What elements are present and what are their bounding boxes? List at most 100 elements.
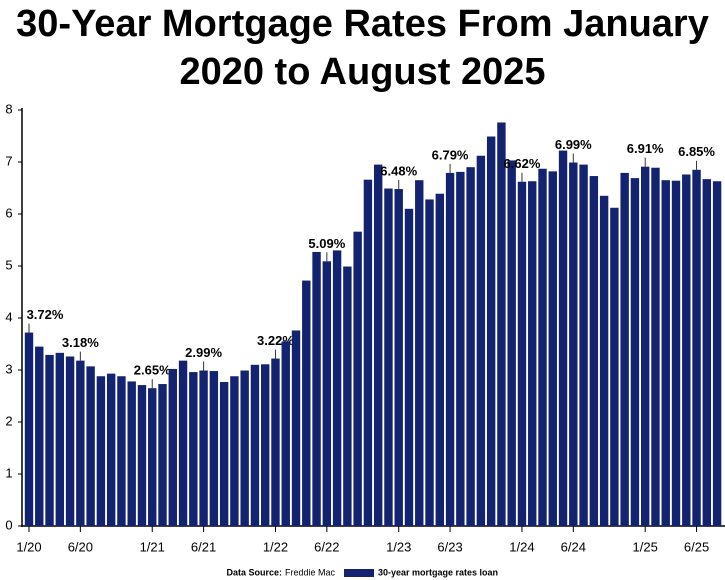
- x-tick-label: 6/23: [437, 539, 462, 554]
- bar: [384, 188, 393, 526]
- y-tick-label: 4: [5, 309, 12, 324]
- bar: [250, 364, 260, 526]
- bar: [76, 360, 85, 526]
- bar: [312, 251, 321, 526]
- bar: [466, 167, 475, 526]
- bar: [435, 193, 444, 526]
- bar: [548, 171, 557, 527]
- x-tick-label: 6/21: [191, 539, 216, 554]
- x-tick-label: 1/22: [263, 539, 288, 554]
- bar: [661, 180, 670, 526]
- bar: [599, 195, 609, 527]
- bar: [199, 370, 208, 526]
- bar: [538, 168, 547, 526]
- x-tick-label: 6/24: [561, 539, 586, 554]
- bar: [507, 160, 516, 526]
- value-label: 5.09%: [308, 236, 345, 251]
- value-label: 6.48%: [380, 163, 417, 178]
- bar: [425, 199, 434, 526]
- bar: [86, 366, 95, 526]
- bar: [302, 280, 311, 526]
- bar: [610, 207, 619, 526]
- bar: [219, 381, 229, 526]
- bar: [96, 376, 106, 526]
- bar: [651, 167, 660, 526]
- x-tick-label: 1/25: [633, 539, 658, 554]
- x-tick-label: 6/25: [684, 539, 709, 554]
- x-tick-label: 1/20: [16, 539, 41, 554]
- bar: [353, 231, 362, 526]
- bar: [281, 341, 290, 526]
- source-label: Data Source:: [226, 567, 282, 577]
- y-tick-label: 6: [5, 205, 12, 220]
- bar: [291, 330, 301, 526]
- bar: [65, 356, 75, 526]
- bar: [137, 385, 147, 526]
- bar: [363, 179, 373, 526]
- bar: [528, 181, 537, 527]
- bar: [332, 250, 342, 526]
- legend-swatch: [344, 569, 374, 577]
- bar: [486, 136, 496, 526]
- x-tick-label: 1/21: [140, 539, 165, 554]
- bar: [35, 346, 44, 526]
- value-label: 6.62%: [504, 156, 541, 171]
- bar: [373, 164, 383, 526]
- bar: [579, 164, 588, 526]
- bar: [456, 171, 465, 526]
- bar: [671, 180, 681, 526]
- bar: [240, 370, 249, 526]
- bar: [106, 373, 116, 526]
- value-label: 6.85%: [678, 144, 715, 159]
- bar: [209, 371, 219, 526]
- x-tick-label: 1/24: [509, 539, 534, 554]
- y-tick-label: 5: [5, 257, 12, 272]
- x-tick-label: 6/20: [68, 539, 93, 554]
- bar: [445, 172, 455, 527]
- bar: [712, 181, 722, 527]
- bar: [148, 388, 157, 526]
- bar: [517, 181, 527, 526]
- value-label: 3.72%: [27, 307, 64, 322]
- bar: [178, 360, 188, 526]
- bar: [702, 179, 712, 526]
- value-label: 6.91%: [627, 141, 664, 156]
- bar: [558, 150, 568, 526]
- x-tick-label: 1/23: [386, 539, 411, 554]
- bar: [168, 368, 177, 526]
- bar: [261, 364, 270, 526]
- y-tick-label: 8: [5, 101, 12, 116]
- bar: [55, 352, 65, 526]
- bar: [630, 178, 640, 526]
- bar: [589, 176, 599, 527]
- bar: [189, 372, 198, 526]
- value-label: 2.65%: [134, 363, 171, 378]
- value-label: 6.79%: [432, 147, 469, 162]
- bar: [127, 381, 136, 526]
- bar: [24, 332, 34, 526]
- bar: [158, 384, 167, 526]
- bar: [682, 174, 691, 527]
- y-tick-label: 0: [5, 517, 12, 532]
- bar: [343, 266, 352, 526]
- bar: [404, 208, 414, 527]
- y-tick-label: 2: [5, 413, 12, 428]
- bar: [569, 162, 578, 526]
- bar: [692, 169, 701, 527]
- value-label: 3.18%: [62, 335, 99, 350]
- bar: [641, 166, 650, 526]
- bar: [394, 189, 403, 527]
- bar: [415, 180, 424, 526]
- y-tick-label: 7: [5, 153, 12, 168]
- value-label: 2.99%: [185, 345, 222, 360]
- legend-label: 30-year mortgage rates loan: [378, 567, 498, 577]
- chart-title: 30-Year Mortgage Rates From January 2020…: [16, 3, 709, 93]
- bar: [230, 376, 239, 526]
- bar: [476, 155, 486, 526]
- bar: [497, 122, 506, 526]
- bar: [117, 376, 126, 526]
- bar: [322, 261, 332, 526]
- x-tick-label: 6/22: [314, 539, 339, 554]
